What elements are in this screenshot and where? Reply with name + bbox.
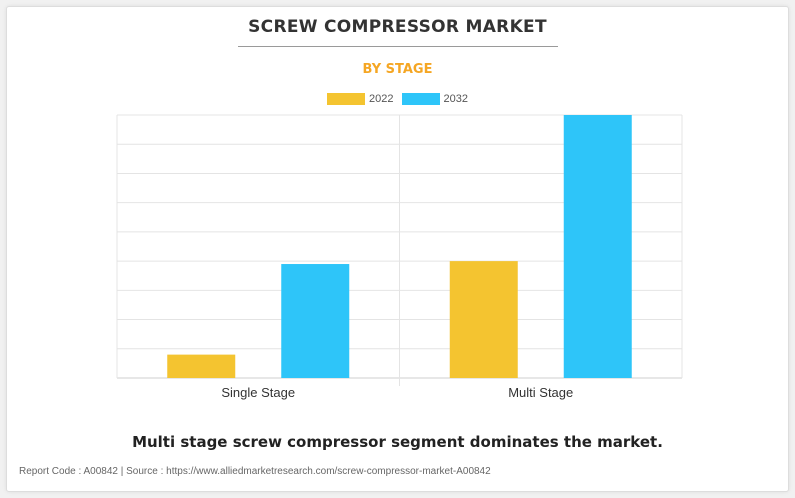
x-tick-label: Single Stage bbox=[221, 385, 295, 400]
chart-subtitle: BY STAGE bbox=[362, 62, 433, 77]
bar-2032-multi-stage bbox=[563, 115, 632, 378]
bar-2032-single-stage bbox=[281, 264, 350, 378]
legend-label-2032: 2032 bbox=[443, 93, 468, 105]
legend-swatch-2032 bbox=[401, 93, 440, 105]
legend-label-2022: 2022 bbox=[369, 93, 394, 105]
x-tick-label: Multi Stage bbox=[508, 385, 573, 400]
source-line: Report Code : A00842 | Source : https://… bbox=[19, 466, 491, 477]
legend-item-2022[interactable]: 2022 bbox=[327, 93, 394, 105]
legend-swatch-2022 bbox=[327, 93, 366, 105]
bar-2022-single-stage bbox=[167, 354, 236, 378]
chart-title: SCREW COMPRESSOR MARKET bbox=[248, 17, 547, 37]
chart-footnote: Multi stage screw compressor segment dom… bbox=[132, 433, 663, 451]
chart-card bbox=[6, 6, 789, 492]
chart-bars bbox=[167, 115, 632, 378]
bar-2022-multi-stage bbox=[449, 261, 518, 378]
title-divider bbox=[238, 46, 558, 47]
chart-legend: 2022 2032 bbox=[0, 91, 795, 107]
legend-item-2032[interactable]: 2032 bbox=[401, 93, 468, 105]
x-axis-labels: Single Stage Multi Stage bbox=[221, 385, 573, 400]
